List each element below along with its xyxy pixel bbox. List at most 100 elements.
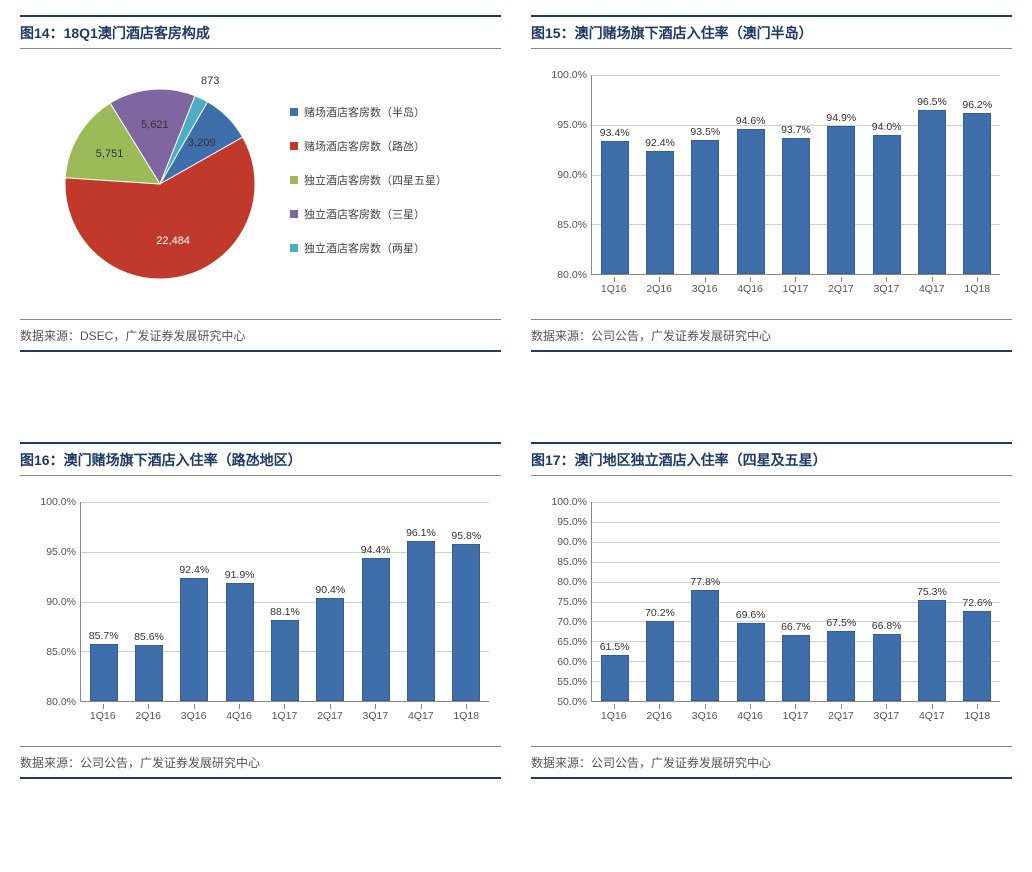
y-tick-label: 80.0% [32, 696, 76, 708]
bar-value-label: 92.4% [179, 564, 209, 576]
x-tick-label: 1Q16 [591, 710, 636, 722]
x-tick-label: 1Q17 [262, 710, 307, 722]
bar: 94.4% [362, 558, 390, 701]
bar-slot: 94.0% [864, 75, 909, 274]
bar-slot: 66.8% [864, 502, 909, 701]
bar-slot: 70.2% [637, 502, 682, 701]
bar: 88.1% [271, 620, 299, 701]
bar: 67.5% [827, 631, 855, 701]
bar-slot: 75.3% [909, 502, 954, 701]
panel-source: 数据来源：公司公告，广发证券发展研究中心 [531, 746, 1012, 779]
x-tick-label: 4Q16 [727, 710, 772, 722]
panel-title: 图16：澳门赌场旗下酒店入住率（路氹地区） [20, 442, 501, 476]
bar-value-label: 94.9% [826, 112, 856, 124]
x-tick-label: 1Q16 [80, 710, 125, 722]
x-tick-label: 2Q17 [818, 283, 863, 295]
y-tick-label: 85.0% [543, 556, 587, 568]
bar-slot: 72.6% [955, 502, 1000, 701]
bar-value-label: 94.0% [872, 121, 902, 133]
bar-value-label: 91.9% [225, 569, 255, 581]
bar-chart: 61.5% 70.2% 77.8% 69.6% 66.7% 67.5% 66.8% 75.3%… [543, 498, 1004, 728]
bar-value-label: 75.3% [917, 586, 947, 598]
bar-slot: 94.4% [353, 502, 398, 701]
bar-slot: 67.5% [819, 502, 864, 701]
legend-label: 独立酒店客房数（四星五星） [304, 172, 447, 188]
x-tick-label: 1Q16 [591, 283, 636, 295]
bar16-body: 85.7% 85.6% 92.4% 91.9% 88.1% 90.4% 94.4% 96.1%… [20, 476, 501, 746]
bar-value-label: 93.5% [690, 126, 720, 138]
panel-title: 图14：18Q1澳门酒店客房构成 [20, 15, 501, 49]
bar-slot: 92.4% [637, 75, 682, 274]
panel-source: 数据来源：公司公告，广发证券发展研究中心 [531, 319, 1012, 352]
bar15-body: 93.4%92.4%93.5%94.6%93.7%94.9%94.0%96.5%… [531, 49, 1012, 319]
bar: 70.2% [646, 621, 674, 701]
bar: 96.2% [963, 113, 991, 274]
x-tick-label: 1Q17 [773, 710, 818, 722]
legend-swatch [290, 210, 298, 218]
x-tick-label: 3Q17 [864, 710, 909, 722]
x-tick-label: 3Q17 [864, 283, 909, 295]
pie-body: 3,20922,4845,7515,621873 赌场酒店客房数（半岛）赌场酒店… [20, 49, 501, 319]
legend-item: 赌场酒店客房数（半岛） [290, 104, 447, 120]
bar-slot: 77.8% [683, 502, 728, 701]
bar-slot: 94.6% [728, 75, 773, 274]
y-tick-label: 55.0% [543, 676, 587, 688]
legend-swatch [290, 244, 298, 252]
y-tick-label: 100.0% [543, 496, 587, 508]
bar-value-label: 93.4% [600, 127, 630, 139]
legend-label: 赌场酒店客房数（半岛） [304, 104, 425, 120]
y-tick-label: 85.0% [32, 646, 76, 658]
y-tick-label: 85.0% [543, 219, 587, 231]
bar-slot: 95.8% [444, 502, 489, 701]
y-tick-label: 50.0% [543, 696, 587, 708]
bar-value-label: 61.5% [600, 641, 630, 653]
legend-item: 独立酒店客房数（两星） [290, 240, 447, 256]
y-tick-label: 95.0% [543, 119, 587, 131]
bar-value-label: 72.6% [962, 597, 992, 609]
x-tick-label: 2Q16 [125, 710, 170, 722]
x-tick-label: 3Q16 [171, 710, 216, 722]
bar-slot: 91.9% [217, 502, 262, 701]
y-tick-label: 90.0% [32, 596, 76, 608]
bar-value-label: 77.8% [690, 576, 720, 588]
panel-source: 数据来源：DSEC，广发证券发展研究中心 [20, 319, 501, 352]
bar: 61.5% [601, 655, 629, 701]
bar: 96.1% [407, 541, 435, 701]
bar-plot: 85.7% 85.6% 92.4% 91.9% 88.1% 90.4% 94.4% 96.1%… [80, 502, 489, 702]
legend-swatch [290, 142, 298, 150]
bar-value-label: 96.2% [962, 99, 992, 111]
x-tick-label: 4Q17 [909, 283, 954, 295]
y-tick-label: 65.0% [543, 636, 587, 648]
bar-slot: 90.4% [308, 502, 353, 701]
bar-value-label: 85.7% [89, 630, 119, 642]
bar: 95.8% [452, 544, 480, 701]
panel-bar15: 图15：澳门赌场旗下酒店入住率（澳门半岛） 93.4%92.4%93.5%94.… [531, 15, 1012, 352]
y-tick-label: 80.0% [543, 269, 587, 281]
bar-slot: 69.6% [728, 502, 773, 701]
bars-row: 93.4%92.4%93.5%94.6%93.7%94.9%94.0%96.5%… [592, 75, 1000, 274]
bar-slot: 85.6% [126, 502, 171, 701]
x-tick-label: 3Q17 [353, 710, 398, 722]
x-tick-label: 3Q16 [682, 283, 727, 295]
bar: 66.7% [782, 635, 810, 701]
bar-slot: 93.4% [592, 75, 637, 274]
y-tick-label: 70.0% [543, 616, 587, 628]
legend-label: 赌场酒店客房数（路氹） [304, 138, 425, 154]
y-tick-label: 95.0% [32, 546, 76, 558]
panel-pie: 图14：18Q1澳门酒店客房构成 3,20922,4845,7515,62187… [20, 15, 501, 352]
bar-chart: 93.4%92.4%93.5%94.6%93.7%94.9%94.0%96.5%… [543, 71, 1004, 301]
bar: 66.8% [873, 634, 901, 701]
bar-slot: 96.1% [398, 502, 443, 701]
bar-chart: 85.7% 85.6% 92.4% 91.9% 88.1% 90.4% 94.4% 96.1%… [32, 498, 493, 728]
panel-bar17: 图17：澳门地区独立酒店入住率（四星及五星） 61.5%70.2%77.8%69… [531, 442, 1012, 779]
legend-label: 独立酒店客房数（三星） [304, 206, 425, 222]
x-ticks: 1Q162Q163Q164Q161Q172Q173Q174Q171Q18 [80, 710, 489, 722]
x-tick-label: 1Q17 [773, 283, 818, 295]
x-tick-label: 2Q17 [307, 710, 352, 722]
x-ticks: 1Q162Q163Q164Q161Q172Q173Q174Q171Q18 [591, 710, 1000, 722]
legend-item: 赌场酒店客房数（路氹） [290, 138, 447, 154]
x-tick-label: 2Q17 [818, 710, 863, 722]
bar: 94.9% [827, 126, 855, 274]
x-tick-label: 4Q17 [909, 710, 954, 722]
bar: 96.5% [918, 110, 946, 274]
